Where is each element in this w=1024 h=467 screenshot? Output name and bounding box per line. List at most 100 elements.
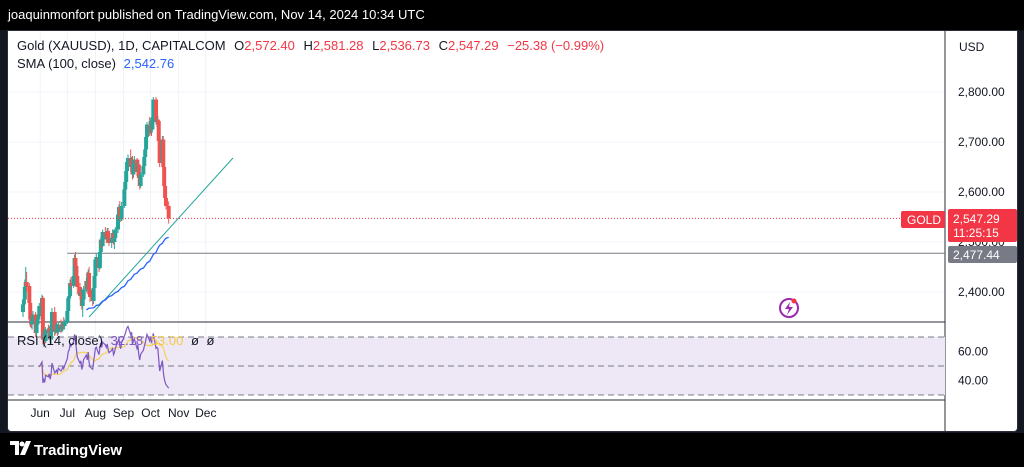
footer-bar: TradingView [0,433,1024,467]
candle [150,117,155,131]
footer-brand: TradingView [34,442,123,459]
candle-body [116,214,121,230]
open-label: O [234,38,244,53]
candle [74,261,79,278]
candle-body [113,229,118,238]
rsi-tick-label: 60.00 [958,345,988,359]
candle-body [22,287,27,300]
candle-body [155,119,160,121]
candle-body [93,259,98,276]
candle-body [49,331,54,340]
candle-body [163,186,168,198]
symbol-badge: GOLD [901,211,945,228]
symbol-badge-label: GOLD [907,213,941,227]
month-tick-label: Oct [141,406,160,420]
candle-body [52,312,57,332]
lightning-icon[interactable] [779,298,799,318]
candle-body [119,206,124,220]
candle-body [141,166,146,175]
candle [106,234,111,246]
candle-body [97,252,102,268]
month-tick-label: Nov [168,406,189,420]
close-label: C [439,38,448,53]
support-level-value: 2,477.44 [953,248,1000,262]
legend-line-2[interactable]: SMA (100, close) 2,542.76 [17,56,174,71]
candle-body [68,283,73,296]
candle-body [75,276,80,287]
candle-body [94,257,99,260]
sma-value: 2,542.76 [124,56,175,71]
candlestick-series[interactable] [21,97,171,347]
candle [49,308,54,333]
candle-body [81,289,86,300]
month-tick-label: Jun [31,406,50,420]
candle-body [106,231,111,238]
candle [125,154,130,167]
candle [43,327,48,343]
support-level-badge: 2,477.44 [948,246,1017,263]
candle [132,156,137,168]
rsi-legend[interactable]: RSI (14, close) 32.18 53.00 ø ø [17,333,215,348]
trendline[interactable] [88,157,234,318]
price-tick-label: 2,700.00 [958,135,1005,149]
candle-body [163,198,168,206]
month-tick-label: Sep [113,406,135,420]
candle-body [91,288,96,301]
candle-body [35,319,40,325]
candle [87,279,92,302]
candle [112,236,117,249]
candle-body [157,141,162,163]
published-text: joaquinmonfort published on TradingView.… [8,7,425,22]
candle-body [131,164,136,175]
month-tick-label: Dec [195,406,216,420]
candle-body [142,157,147,166]
currency-label[interactable]: USD [959,40,985,54]
candle [113,227,118,241]
close-value: 2,547.29 [448,38,499,53]
candle [161,136,166,170]
rsi-settings-icon[interactable]: ø [191,333,199,348]
candle-body [154,99,159,122]
candle-body [87,273,92,290]
candle-body [125,162,130,171]
candle [68,279,73,300]
candle [131,162,136,178]
candle-body [123,182,128,190]
rsi-pane[interactable]: 60.00 40.00 [8,325,988,396]
candle-body [43,329,48,341]
candle [56,322,61,335]
legend-line-1[interactable]: Gold (XAUUSD), 1D, CAPITALCOM O2,572.40 … [17,38,604,53]
candle-body [80,299,85,306]
candle [162,164,167,190]
candle [66,296,71,315]
rsi-visibility-icon[interactable]: ø [207,333,215,348]
open-value: 2,572.40 [244,38,295,53]
candle-body [100,232,105,246]
candle [24,272,29,292]
candle [68,277,73,290]
candle-body [166,206,171,219]
candle [91,286,96,304]
high-label: H [304,38,313,53]
candle [151,97,156,120]
change-value: −25.38 (−0.99%) [507,38,604,53]
candle-body [73,258,78,266]
candle [122,187,127,208]
candle [166,201,171,224]
candle [163,196,168,210]
candle-body [65,311,70,322]
candle [73,252,78,268]
rsi-ma-value: 53.00 [151,333,184,348]
candle-body [78,287,83,296]
candle [119,202,124,221]
candle [144,122,149,140]
candle-body [92,276,97,288]
rsi-line [38,325,170,389]
candle-body [40,298,45,340]
candle-body [136,164,141,178]
trendline-segment [88,157,234,318]
candle-body [30,321,35,325]
candle-body [59,327,64,330]
